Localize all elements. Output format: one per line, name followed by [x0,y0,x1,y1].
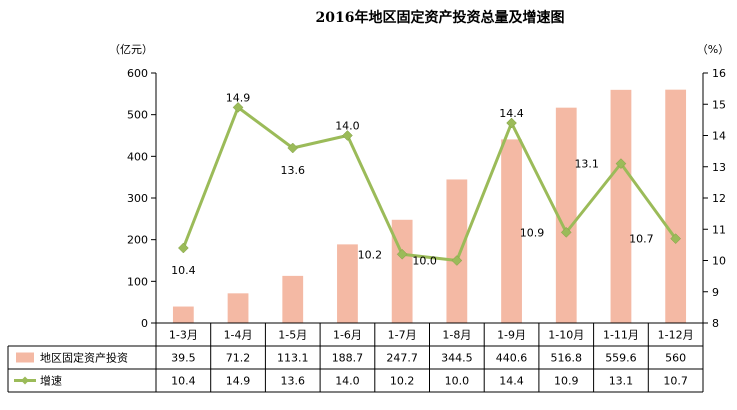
bar [337,244,358,323]
table-cell-growth: 14.0 [335,375,360,388]
category-label: 1-12月 [658,329,694,342]
table-cell-investment: 188.7 [332,352,364,365]
growth-point [396,248,408,260]
category-label: 1-4月 [224,329,253,342]
growth-point [287,142,299,154]
category-label: 1-7月 [388,329,417,342]
growth-point [232,102,244,113]
left-tick-label: 200 [127,234,148,247]
table-cell-growth: 10.4 [171,375,196,388]
table-cell-investment: 247.7 [386,352,418,365]
table-cell-investment: 516.8 [551,352,583,365]
right-tick-label: 11 [712,223,726,236]
left-tick-label: 500 [127,109,148,122]
left-tick-label: 600 [127,67,148,80]
category-label: 1-6月 [333,329,362,342]
right-tick-label: 8 [712,317,719,330]
right-tick-label: 9 [712,286,719,299]
right-axis-unit: （%） [697,43,729,56]
line-layer: 10.4 14.9 13.6 14.0 10.2 10.0 14.4 10.9 13.1 10.7 [171,91,682,277]
table-cell-investment: 560 [665,352,686,365]
growth-point [506,117,517,129]
growth-point [177,242,189,254]
growth-data-label: 10.0 [412,255,437,268]
right-tick-label: 14 [712,130,726,143]
bar [227,293,249,323]
growth-data-label: 10.7 [629,233,654,246]
growth-line [181,105,677,262]
legend-label-line: 增速 [40,374,62,388]
category-label: 1-5月 [278,329,307,342]
right-tick-label: 10 [712,255,726,268]
legend-label-bar: 地区固定资产投资 [40,351,128,365]
growth-data-label: 10.9 [520,226,545,239]
growth-data-label: 10.2 [358,248,383,261]
left-tick-label: 100 [127,275,148,288]
table-cell-investment: 344.5 [441,352,473,365]
bar [282,275,304,323]
table-cell-investment: 440.6 [496,352,528,365]
table-cell-investment: 113.1 [277,352,309,365]
table-cell-growth: 10.7 [663,375,688,388]
left-tick-label: 0 [141,317,148,330]
growth-data-label: 14.9 [226,91,251,104]
bar [446,179,468,323]
table-cell-investment: 71.2 [226,352,251,365]
category-label: 1-10月 [548,329,584,342]
category-label: 1-9月 [497,329,526,342]
growth-data-label: 14.0 [335,120,360,133]
table-cell-growth: 13.6 [281,375,306,388]
growth-point [670,233,682,244]
bar [501,139,522,323]
chart-title: 2016年地区固定资产投资总量及增速图 [316,9,565,26]
growth-point [342,130,353,141]
right-tick-label: 15 [712,98,726,111]
table-cell-growth: 10.2 [390,375,415,388]
right-tick-label: 16 [712,67,726,80]
axes-layer: 0 100 200 300 400 500 600 8 9 10 11 12 13 14 15 16 [127,67,726,330]
table-cell-investment: 559.6 [605,352,637,365]
growth-point [615,158,627,169]
legend-swatch-bar [16,352,34,363]
table-cell-investment: 39.5 [171,352,196,365]
left-tick-label: 300 [127,192,148,205]
right-tick-label: 13 [712,161,726,174]
growth-data-label: 14.4 [499,107,524,120]
growth-data-label: 10.4 [171,264,196,277]
table-cell-growth: 10.0 [445,375,470,388]
category-label: 1-3月 [169,329,198,342]
data-table: 1-3月 1-4月 1-5月 1-6月 1-7月 1-8月 1-9月 1-10月 1-11月 1-… [7,322,704,393]
bar [172,306,194,323]
legend-swatch-marker [21,376,29,385]
growth-point [560,227,572,238]
category-label: 1-11月 [603,329,639,342]
growth-data-label: 13.6 [281,164,306,177]
bar [555,107,577,324]
growth-point [451,255,463,266]
bar [665,89,687,324]
bar [610,89,632,323]
left-tick-label: 400 [127,150,148,163]
bars-layer [172,89,687,324]
table-cell-growth: 10.9 [554,375,579,388]
growth-data-label: 13.1 [574,158,599,171]
table-cell-growth: 14.4 [499,375,524,388]
table-cell-growth: 13.1 [609,375,634,388]
category-label: 1-8月 [442,329,471,342]
table-cell-growth: 14.9 [226,375,251,388]
right-tick-label: 12 [712,192,726,205]
left-axis-unit: （亿元） [109,43,153,56]
